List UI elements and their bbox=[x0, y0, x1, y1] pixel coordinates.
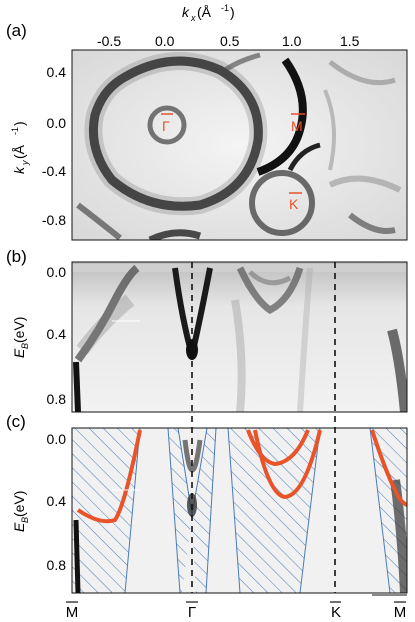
svg-text:B: B bbox=[20, 517, 30, 523]
y-tick: 0.0 bbox=[47, 431, 67, 447]
y-tick: -0.8 bbox=[42, 212, 66, 228]
panel-b-label: (b) bbox=[6, 247, 27, 266]
panel-a-x-axis-title: k x (Å -1 ) bbox=[182, 3, 235, 23]
x-tick: 1.0 bbox=[282, 33, 302, 49]
x-tick: 0.5 bbox=[220, 33, 240, 49]
svg-text:k: k bbox=[182, 4, 190, 20]
panel-a-label: (a) bbox=[6, 21, 27, 40]
svg-text:(eV): (eV) bbox=[11, 491, 27, 517]
y-tick: 0.4 bbox=[47, 326, 67, 342]
svg-text:E: E bbox=[11, 348, 27, 358]
panel-c-band-map bbox=[72, 428, 407, 593]
y-tick: -0.4 bbox=[42, 163, 66, 179]
svg-text:E: E bbox=[11, 522, 27, 532]
svg-text:): ) bbox=[11, 121, 27, 126]
panel-a-frame bbox=[71, 49, 408, 241]
panel-b-y-ticks: 0.0 0.4 0.8 bbox=[47, 264, 67, 407]
svg-text:-1: -1 bbox=[10, 127, 20, 135]
panel-b-band-map bbox=[72, 262, 407, 412]
svg-text:x: x bbox=[190, 13, 196, 23]
panel-c-y-ticks: 0.0 0.4 0.8 bbox=[47, 431, 67, 573]
panel-a-y-axis-title: k y (Å -1 ) bbox=[10, 121, 30, 174]
y-tick: 0.0 bbox=[47, 115, 67, 131]
svg-text:): ) bbox=[230, 4, 235, 20]
m-point-left: M bbox=[66, 604, 79, 621]
panel-c-y-axis-title: E B (eV) bbox=[11, 491, 30, 532]
x-tick: 1.5 bbox=[340, 33, 360, 49]
panel-a-fermi-map bbox=[72, 50, 407, 240]
y-tick: 0.8 bbox=[47, 391, 67, 407]
y-tick: 0.4 bbox=[47, 493, 67, 509]
y-tick: 0.4 bbox=[47, 64, 67, 80]
gamma-point-bottom: Γ bbox=[188, 604, 196, 621]
m-point-right: M bbox=[394, 604, 407, 621]
svg-text:(Å: (Å bbox=[197, 4, 212, 20]
svg-text:B: B bbox=[20, 343, 30, 349]
panel-a-x-ticks: -0.5 0.0 0.5 1.0 1.5 bbox=[97, 33, 360, 49]
panel-b-frame bbox=[71, 261, 408, 413]
gamma-point-label: Γ bbox=[162, 118, 170, 134]
svg-text:-1: -1 bbox=[221, 3, 229, 13]
k-point-label: K bbox=[289, 196, 299, 212]
panel-a-point-labels: Γ M K bbox=[161, 113, 305, 212]
svg-text:y: y bbox=[20, 160, 30, 166]
x-tick: -0.5 bbox=[97, 33, 121, 49]
k-point-bottom: K bbox=[331, 604, 341, 621]
y-tick: 0.0 bbox=[47, 264, 67, 280]
svg-text:(eV): (eV) bbox=[11, 317, 27, 343]
x-tick: 0.0 bbox=[155, 33, 175, 49]
panel-c-frame bbox=[71, 427, 408, 594]
panel-c-x-points: M Γ K M bbox=[66, 594, 407, 621]
panel-b-y-axis-title: E B (eV) bbox=[11, 317, 30, 358]
panel-c-label: (c) bbox=[6, 412, 26, 431]
y-tick: 0.8 bbox=[47, 557, 67, 573]
svg-text:k: k bbox=[11, 166, 27, 174]
svg-text:(Å: (Å bbox=[11, 144, 27, 159]
m-point-label: M bbox=[291, 118, 303, 134]
panel-a-y-ticks: 0.4 0.0 -0.4 -0.8 bbox=[42, 64, 66, 228]
